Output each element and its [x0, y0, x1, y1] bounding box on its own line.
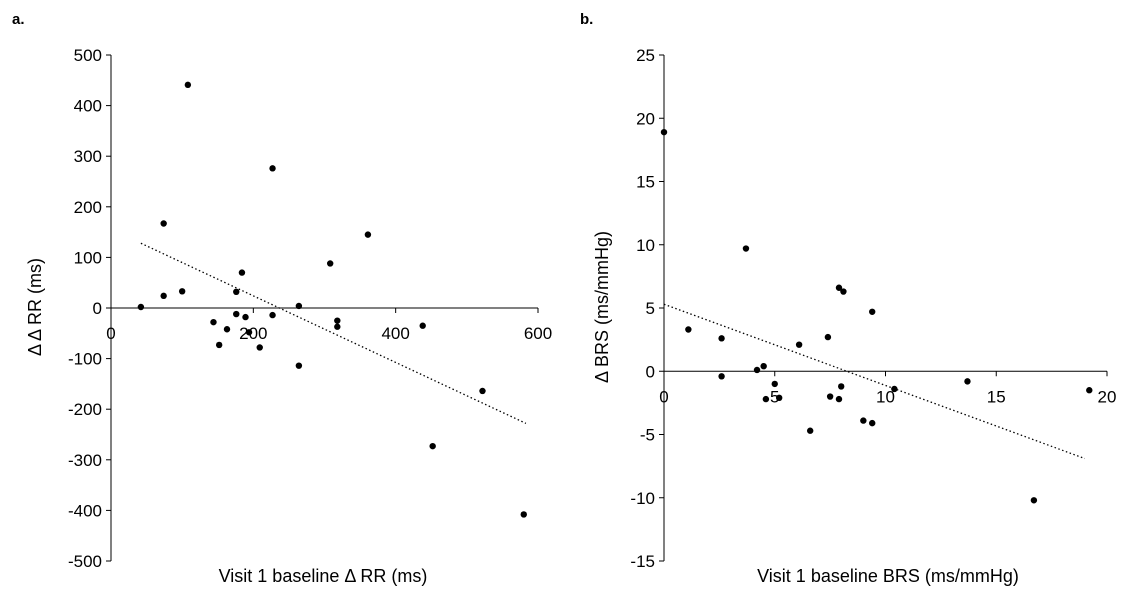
panel-a-y-axis-title: Δ Δ RR (ms): [25, 258, 45, 356]
panel-a-label: a.: [12, 11, 25, 28]
panel-b-x-axis-title: Visit 1 baseline BRS (ms/mmHg): [757, 566, 1019, 586]
panel-a-data-point: [223, 326, 231, 333]
panel-a-trendline: [140, 242, 527, 424]
panel-b-y-tick-label: 5: [646, 299, 655, 318]
panel-b-x-tick-label: 0: [659, 387, 668, 406]
panel-b-data-point: [718, 335, 725, 342]
panel-a-data-point: [334, 323, 341, 330]
panel-b-y-tick-label: 25: [636, 46, 655, 65]
panel-a-x-axis-title: Visit 1 baseline Δ RR (ms): [219, 566, 428, 586]
panel-a-data-point: [184, 81, 192, 89]
panel-a-data-point: [238, 269, 246, 276]
panel-a-y-tick-label: 300: [74, 147, 102, 166]
panel-b-data-point: [753, 366, 761, 374]
panel-a-data-point: [269, 311, 276, 319]
panel-b-y-tick-label: -10: [630, 489, 655, 508]
panel-b-y-tick-label: -15: [630, 552, 655, 571]
panel-a-data-point: [256, 344, 263, 351]
panel-b-y-tick-label: 20: [636, 109, 655, 128]
panel-a-x-tick-label: 400: [381, 324, 409, 343]
panel-a-y-tick-label: 100: [74, 248, 102, 267]
panel-a-y-tick-label: -300: [68, 451, 102, 470]
panel-a-data-point: [520, 511, 527, 518]
panel-a-y-tick-label: 200: [74, 198, 102, 217]
panel-a-data-point: [295, 302, 303, 310]
panel-a-data-point: [295, 362, 303, 369]
panel-b-x-tick-label: 10: [876, 387, 895, 406]
panel-b-chart: b. 25 20 15 10 5 0 -5 -10 -15 0 5 10 15 20 Visit 1 ba…: [580, 11, 1116, 586]
panel-a-data-point: [233, 288, 240, 296]
panel-b-data-point: [869, 308, 876, 315]
panel-a-y-tick-label: -500: [68, 552, 102, 571]
panel-a-data-point: [210, 318, 217, 326]
panel-a-y-tick-label: 500: [74, 46, 102, 65]
panel-a-y-tick-label: 0: [93, 299, 102, 318]
panel-b-data-point: [891, 385, 898, 393]
panel-b-data-point: [840, 288, 847, 295]
panel-a-y-tick-label: -400: [68, 501, 102, 520]
panel-a-x-tick-label: 600: [524, 324, 552, 343]
panel-a-data-point: [245, 329, 253, 336]
panel-b-data-point: [771, 380, 778, 388]
panel-b-x-tick-label: 5: [770, 387, 779, 406]
panel-b-data-point: [660, 128, 668, 136]
panel-a-data-point: [326, 260, 334, 267]
panel-b-x-tick-label: 15: [987, 387, 1006, 406]
panel-b-y-tick-label: 10: [636, 236, 655, 255]
panel-b-data-point: [718, 373, 725, 380]
panel-a-chart: a. 5004003002001000-100-200-300-400-5000…: [12, 11, 552, 586]
panel-a-x-tick-label: 200: [239, 324, 267, 343]
panel-b-data-point: [775, 394, 783, 402]
panel-b-data-point: [1086, 387, 1093, 394]
panel-a-data-point: [269, 165, 276, 172]
panel-b-data-point: [824, 333, 832, 341]
panel-a-y-tick-label: -200: [68, 400, 102, 419]
panel-b-data-point: [869, 419, 876, 427]
panel-b-data-point: [760, 362, 767, 370]
panel-b-axes: 25 20 15 10 5 0 -5 -10 -15 0 5 10 15 20: [630, 46, 1116, 571]
panel-a-x-tick-label: 0: [106, 324, 115, 343]
panel-b-data-point: [742, 245, 750, 252]
panel-b-y-tick-label: 15: [636, 173, 655, 192]
panel-b-label: b.: [580, 11, 593, 28]
panel-a-data-point: [429, 442, 436, 450]
panel-a-data-point: [137, 303, 145, 311]
panel-b-data-point: [1030, 497, 1038, 504]
panel-a-y-tick-label: -100: [68, 350, 102, 369]
panel-b-data-point: [835, 284, 843, 291]
panel-a-data-point: [242, 313, 249, 321]
panel-b-data-point: [860, 417, 867, 424]
panel-b-data-point: [835, 395, 843, 403]
panel-a-y-tick-label: 400: [74, 97, 102, 116]
panel-a-data-point: [364, 231, 372, 238]
panel-b-trendline: [663, 303, 1086, 460]
panel-b-y-tick-label: 0: [646, 362, 655, 381]
panel-a-data-point: [215, 341, 223, 349]
panel-a-data-point: [233, 310, 240, 318]
panel-b-y-tick-label: -5: [640, 426, 655, 445]
panel-a-data-point: [178, 288, 186, 295]
panel-a-data-point: [160, 220, 167, 227]
panel-a-data-point: [160, 292, 167, 300]
panel-a-data-point: [334, 317, 341, 324]
panel-b-x-tick-label: 20: [1098, 387, 1117, 406]
panel-b-data-point: [806, 427, 814, 434]
panel-a-data-point: [479, 387, 486, 395]
panel-a-data-point: [419, 322, 426, 329]
panel-b-data-point: [762, 395, 770, 403]
panel-b-y-axis-title: Δ BRS (ms/mmHg): [592, 231, 612, 383]
panel-b-data-point: [795, 341, 803, 348]
panel-b-data-point: [838, 383, 845, 390]
panel-b-data-point: [826, 393, 834, 400]
panel-b-data-point: [685, 326, 692, 333]
panel-b-data-point: [964, 378, 971, 385]
